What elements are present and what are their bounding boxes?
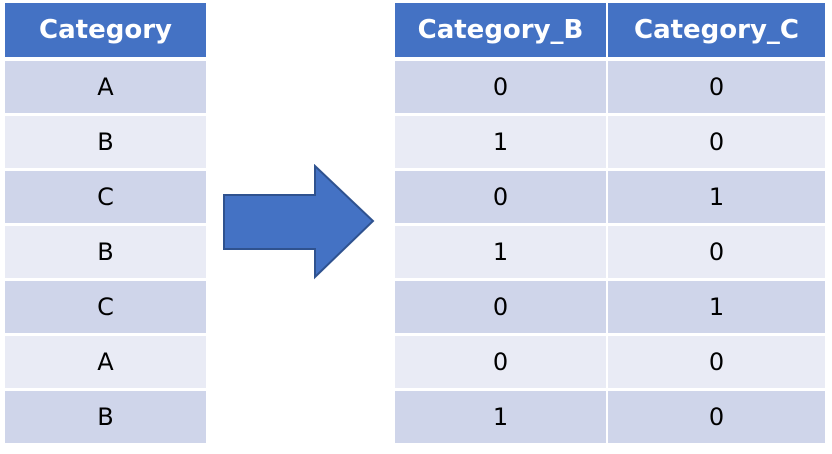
category-c-cell: 0: [608, 391, 825, 446]
table-row: B: [5, 116, 206, 171]
category-c-cell: 0: [608, 336, 825, 391]
header-row: Category: [5, 3, 206, 61]
category-b-cell: 0: [395, 281, 608, 336]
right-arrow-icon: [223, 164, 375, 280]
category-b-cell: 0: [395, 336, 608, 391]
table-row: 1 0: [395, 226, 825, 281]
category-c-cell: 1: [608, 171, 825, 226]
table-row: B: [5, 226, 206, 281]
category-cell: B: [5, 226, 206, 281]
arrow-shape: [223, 164, 375, 280]
category-cell: B: [5, 116, 206, 171]
table-row: C: [5, 281, 206, 336]
table-row: C: [5, 171, 206, 226]
table-row: 0 1: [395, 171, 825, 226]
table-row: 0 0: [395, 336, 825, 391]
table-row: A: [5, 336, 206, 391]
category-input-table: Category A B C B C A B: [5, 3, 206, 446]
table-row: 0 1: [395, 281, 825, 336]
one-hot-output-table: Category_B Category_C 0 0 1 0 0 1 1 0 0 …: [395, 3, 825, 446]
category-c-cell: 0: [608, 226, 825, 281]
category-cell: A: [5, 61, 206, 116]
category-c-cell: 0: [608, 116, 825, 171]
header-row: Category_B Category_C: [395, 3, 825, 61]
category-b-cell: 0: [395, 171, 608, 226]
category-c-cell: 0: [608, 61, 825, 116]
category-header: Category: [5, 3, 206, 61]
category-b-cell: 0: [395, 61, 608, 116]
table-row: 0 0: [395, 61, 825, 116]
category-cell: C: [5, 171, 206, 226]
category-b-cell: 1: [395, 391, 608, 446]
table-row: A: [5, 61, 206, 116]
category-cell: B: [5, 391, 206, 446]
category-b-header: Category_B: [395, 3, 608, 61]
category-c-header: Category_C: [608, 3, 825, 61]
table-row: 1 0: [395, 116, 825, 171]
category-c-cell: 1: [608, 281, 825, 336]
table-row: B: [5, 391, 206, 446]
category-b-cell: 1: [395, 226, 608, 281]
category-cell: A: [5, 336, 206, 391]
category-b-cell: 1: [395, 116, 608, 171]
category-cell: C: [5, 281, 206, 336]
table-row: 1 0: [395, 391, 825, 446]
